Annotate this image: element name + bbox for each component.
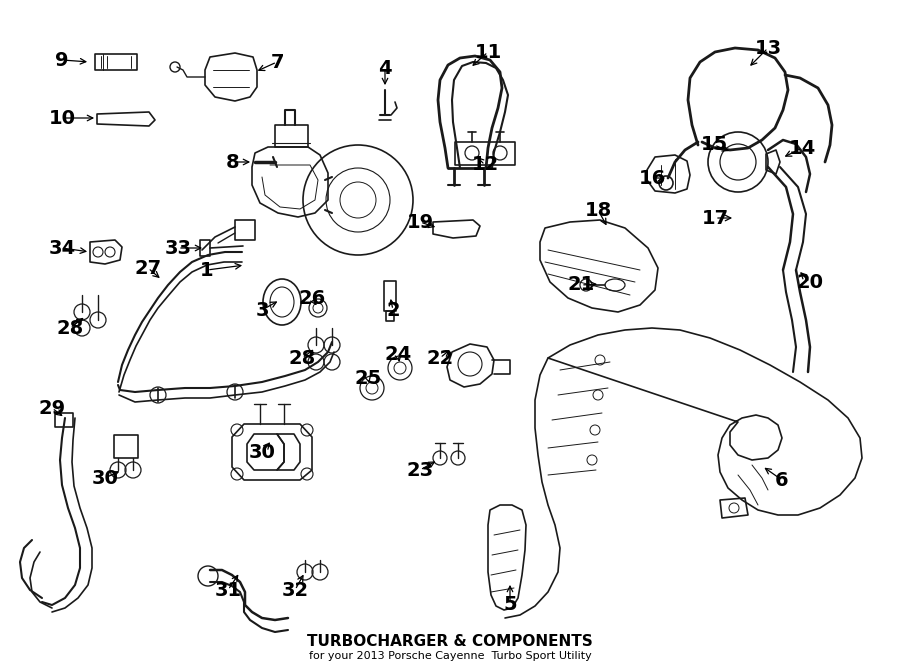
Text: 24: 24 [384, 346, 411, 365]
Text: 5: 5 [503, 594, 517, 614]
Text: 18: 18 [584, 201, 612, 220]
Text: for your 2013 Porsche Cayenne  Turbo Sport Utility: for your 2013 Porsche Cayenne Turbo Spor… [309, 651, 591, 661]
Text: 30: 30 [248, 442, 275, 461]
Text: 30: 30 [92, 469, 119, 487]
Text: 28: 28 [288, 348, 316, 367]
Text: 25: 25 [355, 369, 382, 387]
Text: 26: 26 [299, 289, 326, 308]
Text: 27: 27 [134, 258, 162, 277]
Text: 12: 12 [472, 156, 499, 175]
Text: 31: 31 [214, 581, 241, 600]
Text: 29: 29 [39, 399, 66, 418]
Text: 9: 9 [55, 50, 68, 70]
Text: 22: 22 [427, 348, 454, 367]
Text: 34: 34 [49, 238, 76, 258]
Text: 1: 1 [200, 261, 214, 279]
Text: 3: 3 [256, 301, 269, 320]
Text: 10: 10 [49, 109, 76, 128]
Text: 21: 21 [567, 275, 595, 295]
Text: 7: 7 [270, 52, 284, 71]
Text: 23: 23 [407, 461, 434, 479]
Text: 11: 11 [474, 42, 501, 62]
Text: 2: 2 [386, 301, 400, 320]
Text: 32: 32 [282, 581, 309, 600]
Text: 8: 8 [226, 152, 239, 171]
Text: TURBOCHARGER & COMPONENTS: TURBOCHARGER & COMPONENTS [307, 634, 593, 649]
Text: 4: 4 [378, 58, 392, 77]
Text: 13: 13 [754, 38, 781, 58]
Text: 19: 19 [407, 213, 434, 232]
Text: 15: 15 [700, 136, 727, 154]
Text: 20: 20 [796, 273, 824, 291]
Text: 17: 17 [701, 209, 729, 228]
Text: 6: 6 [775, 471, 788, 489]
Text: 33: 33 [165, 238, 192, 258]
Text: 28: 28 [57, 318, 84, 338]
Text: 14: 14 [788, 138, 815, 158]
Text: 16: 16 [638, 169, 666, 187]
